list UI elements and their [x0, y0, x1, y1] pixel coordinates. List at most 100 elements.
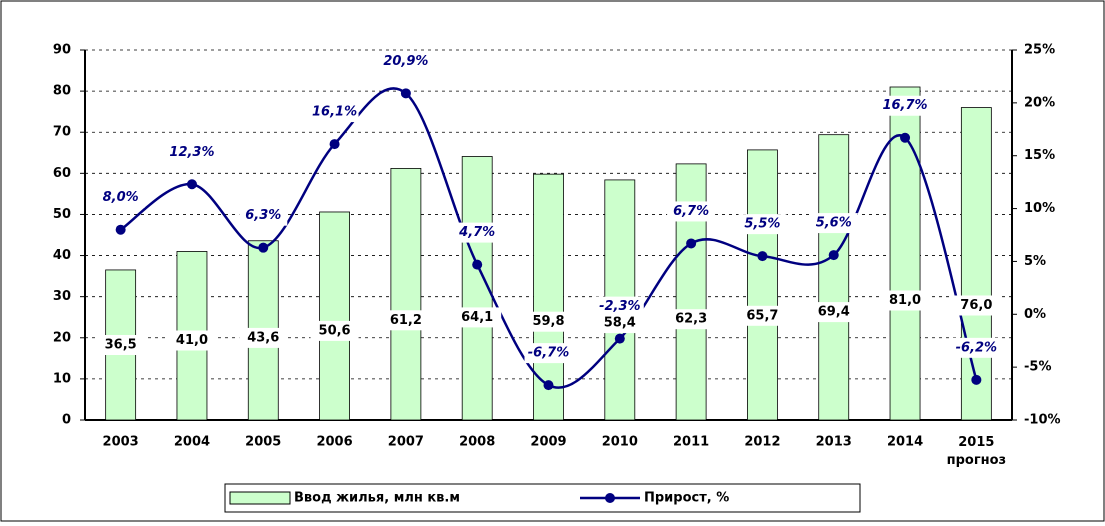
legend-label: Прирост, %	[644, 491, 729, 506]
legend-label: Ввод жилья, млн кв.м	[294, 491, 460, 506]
x-tick-label-line: прогноз	[947, 453, 1006, 468]
data-label-bg	[881, 290, 930, 311]
x-tick-label: 2007	[388, 435, 424, 450]
point	[329, 139, 340, 150]
data-label-text: 43,6	[247, 330, 279, 345]
point	[472, 259, 483, 270]
bar	[390, 167, 422, 421]
point	[543, 380, 554, 391]
y-tick-label: 40	[53, 248, 71, 263]
data-label-text: -6,2%	[956, 340, 997, 355]
data-label-text: 61,2	[390, 313, 422, 328]
data-label-text: -6,7%	[528, 346, 569, 361]
data-label-bg	[310, 102, 359, 123]
data-label-bg	[453, 222, 502, 243]
data-label-text: 6,3%	[245, 208, 281, 223]
y-tick-label: 20	[53, 330, 71, 345]
data-label-text: 81,0	[889, 293, 921, 308]
x-tick-label: 2005	[245, 435, 281, 450]
data-label-text: 62,3	[675, 312, 707, 327]
point	[757, 251, 768, 262]
point	[400, 88, 411, 99]
y2-tick-label: 5%	[1024, 254, 1046, 269]
data-label: 76,0	[952, 295, 1001, 316]
data-label-bg	[595, 313, 644, 334]
data-label-text: -2,3%	[599, 299, 640, 314]
x-tick-label-line: 2015	[958, 435, 994, 450]
data-label: -6,2%	[952, 337, 1001, 358]
data-label: 58,4	[595, 313, 644, 334]
data-label-bg	[381, 51, 430, 72]
x-tick-label: 2012	[744, 435, 780, 450]
data-label-text: 20,9%	[383, 54, 428, 69]
data-label-bg	[310, 320, 359, 341]
x-tick-label: 2003	[103, 435, 139, 450]
y-tick-label: 90	[53, 43, 71, 58]
data-label-bg	[524, 343, 573, 364]
point	[900, 132, 911, 143]
y-tick-label: 10	[53, 371, 71, 386]
data-label: 69,4	[809, 302, 858, 323]
data-label: 20,9%	[381, 51, 430, 72]
data-label: 5,6%	[809, 213, 858, 234]
data-label-bg	[738, 214, 787, 235]
x-tick-label: 2004	[174, 435, 210, 450]
data-label-bg	[809, 213, 858, 234]
data-label: 16,1%	[310, 102, 359, 123]
data-label-bg	[167, 330, 216, 351]
x-tick-label: 2006	[316, 435, 352, 450]
data-label: 36,5	[96, 335, 145, 355]
data-label: 6,7%	[667, 201, 716, 222]
data-label-bg	[809, 302, 858, 323]
data-label-bg	[239, 327, 288, 348]
x-tick-label: 2011	[673, 435, 709, 450]
y-tick-label: 80	[53, 84, 71, 99]
x-tick-label: 2009	[530, 435, 566, 450]
bar	[747, 149, 778, 421]
data-label-text: 16,7%	[882, 98, 927, 113]
y2-tick-label: 15%	[1024, 148, 1055, 163]
data-label-text: 6,7%	[673, 204, 709, 219]
data-label-bg	[96, 187, 145, 208]
x-tick-label: 2010	[602, 435, 638, 450]
data-label-text: 76,0	[960, 298, 992, 313]
data-label-bg	[667, 309, 716, 330]
point	[686, 238, 697, 249]
data-label-text: 64,1	[461, 310, 493, 325]
data-label: 8,0%	[96, 187, 145, 208]
point	[971, 374, 982, 385]
y2-tick-label: 20%	[1024, 95, 1055, 110]
data-label-text: 65,7	[746, 308, 778, 323]
data-label: 81,0	[881, 290, 930, 311]
bar	[818, 134, 850, 421]
legend-swatch-point	[605, 493, 615, 503]
data-label: 12,3%	[167, 142, 216, 163]
data-label: 16,7%	[881, 95, 930, 116]
data-label-text: 12,3%	[169, 145, 214, 160]
legend-swatch	[229, 491, 291, 505]
point	[828, 250, 839, 261]
point	[614, 333, 625, 344]
data-label: 50,6	[310, 320, 359, 341]
data-label: 62,3	[667, 309, 716, 330]
data-label-bg	[96, 335, 145, 355]
data-label-text: 58,4	[604, 316, 636, 331]
data-label-bg	[738, 305, 787, 326]
data-label: 5,5%	[738, 214, 787, 235]
data-label-text: 50,6	[319, 323, 351, 338]
point	[258, 242, 269, 253]
data-label-text: 69,4	[818, 305, 850, 320]
bar	[533, 173, 564, 421]
data-label: -6,7%	[524, 343, 573, 364]
data-label: 4,7%	[453, 222, 502, 243]
x-tick-label: 2014	[887, 435, 923, 450]
data-label: 43,6	[239, 327, 288, 348]
y2-tick-label: -10%	[1024, 413, 1061, 428]
legend	[224, 483, 861, 513]
data-label: 6,3%	[239, 205, 288, 226]
x-tick-label: 2015 прогноз	[947, 435, 1006, 468]
data-label: 65,7	[738, 305, 787, 326]
data-label: 61,2	[381, 310, 430, 331]
point	[115, 224, 126, 235]
